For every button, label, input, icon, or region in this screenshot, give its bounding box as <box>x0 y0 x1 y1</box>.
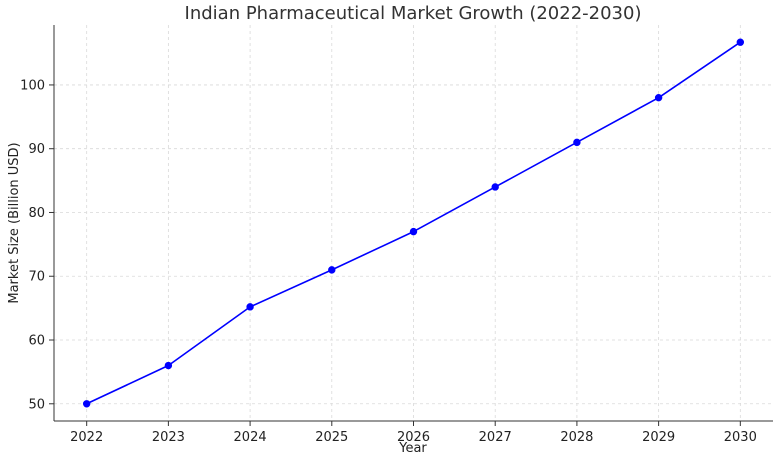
data-point <box>164 361 173 370</box>
y-axis-label: Market Size (Billion USD) <box>7 142 22 303</box>
data-point <box>491 183 499 191</box>
data-point <box>246 303 254 311</box>
chart-title: Indian Pharmaceutical Market Growth (202… <box>185 3 642 24</box>
x-tick-label: 2024 <box>234 430 267 445</box>
x-tick-label: 2028 <box>560 430 593 445</box>
series-layer <box>82 38 745 408</box>
y-tick-label: 70 <box>28 270 45 285</box>
tick-layer: 2022 2023 2024 2025 2026 2027 2028 2029 2030 50 60… <box>20 78 757 445</box>
x-axis-label: Year <box>398 441 427 456</box>
data-point <box>573 138 581 147</box>
data-point <box>82 400 91 408</box>
grid-layer <box>54 25 773 421</box>
data-point <box>328 266 336 274</box>
y-tick-label: 100 <box>20 78 45 93</box>
x-tick-label: 2030 <box>724 430 757 445</box>
x-tick-label: 2029 <box>642 430 675 445</box>
x-tick-label: 2022 <box>70 430 103 445</box>
y-tick-label: 50 <box>28 397 45 412</box>
x-tick-label: 2025 <box>315 430 348 445</box>
y-tick-label: 80 <box>28 206 45 221</box>
data-point <box>409 227 418 236</box>
y-tick-label: 90 <box>28 142 45 157</box>
x-tick-label: 2027 <box>479 430 512 445</box>
data-point <box>736 38 745 46</box>
x-tick-label: 2026 <box>397 430 430 445</box>
data-point <box>654 93 663 102</box>
y-tick-label: 60 <box>28 334 45 349</box>
x-tick-label: 2023 <box>152 430 185 445</box>
